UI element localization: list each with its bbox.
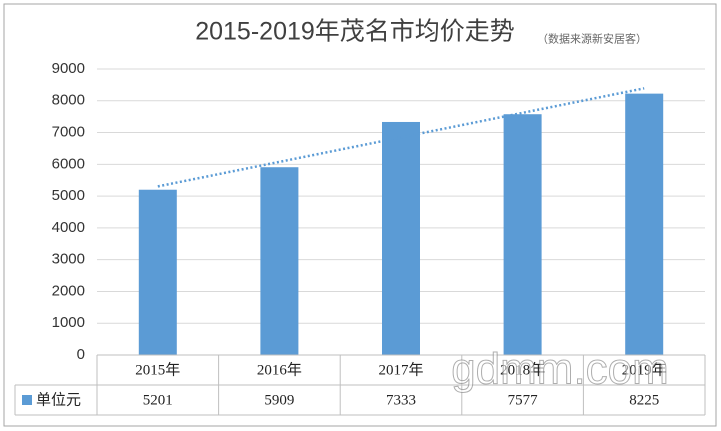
- bar: [382, 121, 420, 355]
- legend-swatch: [22, 395, 32, 405]
- bar: [503, 114, 542, 355]
- table-value: 7333: [386, 392, 416, 408]
- chart-border: [3, 3, 717, 427]
- chart-title: 2015-2019年茂名市均价走势: [195, 18, 515, 46]
- legend-label: 单位元: [36, 391, 81, 408]
- table-value: 8225: [629, 392, 659, 408]
- y-tick-label: 5000: [52, 187, 85, 204]
- y-tick-label: 4000: [52, 219, 85, 236]
- x-tick-label: 2017年: [378, 361, 423, 378]
- y-tick-label: 7000: [52, 124, 85, 141]
- bar: [260, 167, 299, 355]
- x-tick-label: 2015年: [135, 361, 180, 378]
- y-tick-label: 3000: [52, 251, 85, 268]
- table-value: 5909: [264, 392, 294, 408]
- y-tick-label: 0: [77, 346, 85, 363]
- watermark: gdmm.com: [451, 345, 669, 394]
- x-tick-label: 2018年: [500, 361, 545, 378]
- x-tick-label: 2019年: [622, 361, 667, 378]
- y-tick-label: 8000: [52, 92, 85, 109]
- y-tick-label: 2000: [52, 282, 85, 299]
- table-value: 5201: [143, 392, 173, 408]
- table-value: 7577: [508, 392, 539, 408]
- bar: [625, 93, 664, 355]
- y-tick-label: 6000: [52, 155, 85, 172]
- trendline: [157, 87, 645, 188]
- chart-subtitle: （数据来源新安居客）: [537, 32, 647, 46]
- x-tick-label: 2016年: [257, 361, 302, 378]
- y-tick-label: 9000: [52, 60, 85, 77]
- bar: [138, 189, 177, 355]
- y-tick-label: 1000: [52, 314, 85, 331]
